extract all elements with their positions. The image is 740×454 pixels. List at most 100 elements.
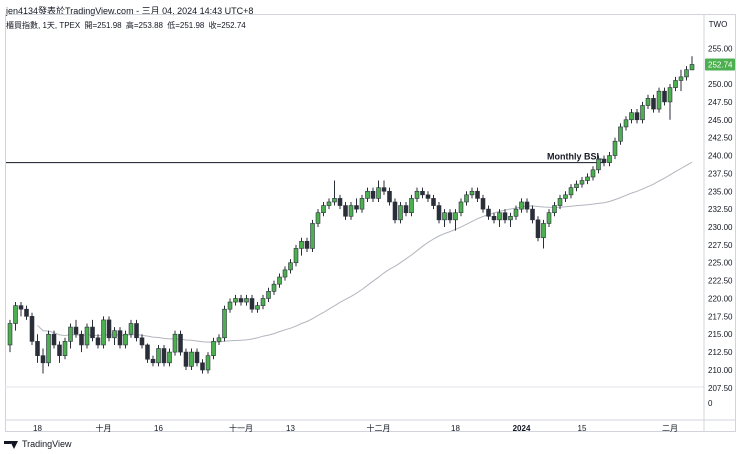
candle	[117, 327, 123, 349]
candle	[552, 201, 557, 217]
symbol-tag[interactable]: TWO	[704, 16, 732, 32]
candle	[409, 194, 414, 217]
candle	[123, 330, 128, 349]
candle-body	[326, 201, 332, 206]
candle-body	[288, 262, 293, 271]
candle	[684, 66, 689, 81]
candle-body	[535, 219, 541, 239]
candle-body	[546, 212, 552, 224]
candle-body	[343, 205, 348, 217]
candle	[337, 194, 343, 210]
candle-body	[244, 298, 249, 303]
candle	[233, 294, 238, 306]
candle	[255, 302, 260, 313]
candle	[574, 180, 579, 192]
candle	[354, 198, 359, 213]
candle	[546, 209, 552, 227]
candle-body	[277, 276, 282, 285]
candle-body	[194, 351, 200, 364]
candle-body	[678, 76, 684, 81]
candle	[288, 259, 293, 274]
candle	[134, 319, 139, 342]
candle	[321, 201, 326, 217]
candle-body	[541, 223, 546, 239]
candle-body	[13, 305, 18, 324]
candle	[414, 187, 420, 202]
candle	[62, 337, 68, 360]
candle-body	[90, 326, 95, 339]
candle	[596, 155, 601, 174]
candle	[211, 337, 216, 360]
candle	[332, 180, 337, 206]
candle-body	[387, 190, 392, 203]
candle	[541, 219, 546, 249]
candle-body	[79, 333, 84, 346]
candle-body	[167, 351, 172, 364]
candle-body	[266, 291, 271, 299]
candle	[563, 191, 568, 202]
candle	[640, 101, 645, 124]
candle-body	[376, 187, 381, 199]
candle-body	[651, 98, 656, 110]
candle-body	[596, 158, 601, 171]
candle	[601, 155, 607, 167]
x-tick-label: 13	[286, 424, 295, 433]
candle	[139, 334, 145, 349]
candle	[194, 348, 200, 367]
candle-body	[612, 140, 618, 156]
candle	[18, 302, 24, 317]
candle	[398, 201, 403, 224]
candle	[436, 201, 442, 224]
candle	[590, 166, 596, 181]
candle-body	[420, 190, 425, 196]
y-tick-label: 250.00	[708, 80, 733, 89]
y-tick-label: 245.00	[708, 116, 733, 125]
candle-body	[425, 194, 431, 199]
candle-body	[530, 208, 535, 221]
candle	[29, 312, 35, 345]
y-tick-label: 222.50	[708, 277, 733, 286]
y-tick-label: 235.00	[708, 187, 733, 196]
candle-body	[161, 348, 167, 364]
candle-body	[486, 208, 491, 217]
candle-body	[7, 323, 13, 346]
candle	[607, 151, 612, 167]
tradingview-logo-icon	[4, 440, 18, 449]
candle-body	[35, 341, 40, 356]
candle-body	[442, 212, 447, 221]
candle-body	[200, 362, 205, 371]
candle	[73, 319, 79, 338]
candle	[519, 198, 524, 213]
candle	[178, 330, 183, 356]
low-value: 低=251.98	[167, 21, 205, 30]
candle	[326, 198, 332, 210]
candle-body	[216, 337, 222, 342]
candle	[634, 109, 640, 124]
candle	[24, 305, 29, 320]
x-tick-label: 二月	[662, 424, 678, 433]
candle-body	[359, 198, 365, 210]
candle	[392, 198, 398, 224]
candle	[277, 273, 282, 288]
candle-body	[392, 201, 398, 221]
candle	[673, 76, 678, 92]
candle-body	[563, 194, 568, 199]
candle	[376, 180, 381, 202]
candle-body	[183, 351, 189, 367]
candle	[183, 348, 189, 370]
candle-body	[24, 308, 29, 317]
candle	[502, 209, 508, 224]
candle	[13, 302, 18, 331]
candle-body	[590, 169, 596, 178]
candle	[469, 187, 475, 199]
candle	[387, 187, 392, 206]
candle	[453, 209, 458, 231]
candle-body	[51, 333, 57, 346]
candle-body	[139, 337, 145, 346]
candle	[508, 212, 513, 227]
candle-body	[189, 351, 194, 367]
candle	[491, 212, 497, 224]
candle-body	[260, 298, 266, 306]
candle	[464, 191, 469, 206]
